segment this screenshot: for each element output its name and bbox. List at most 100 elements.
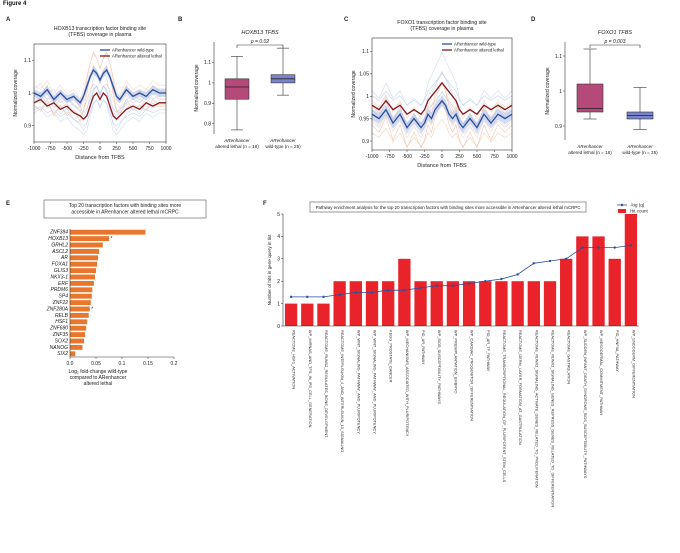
bar — [382, 281, 395, 326]
category-label: PID_AR_TF_PATHWAY — [486, 330, 491, 372]
plot-frame — [371, 37, 513, 151]
bar — [70, 236, 109, 242]
chart-title: HOXB13 transcription factor binding site — [54, 26, 146, 32]
bar — [511, 281, 524, 326]
neglogq-point — [354, 291, 358, 294]
sample-trace — [33, 71, 166, 118]
y-tick-label: 1.1 — [204, 60, 211, 66]
p-value: p = 0.02 — [250, 39, 269, 45]
y-tick-label: 5 — [277, 212, 280, 218]
neglogq-point — [403, 288, 406, 292]
x-tick-label: 0 — [99, 146, 102, 152]
category-label: AR — [60, 255, 68, 261]
bar — [624, 214, 638, 326]
bar — [527, 281, 540, 326]
chart-title: FOXO1 transcription factor binding site — [397, 20, 486, 26]
category-label: RELB — [55, 313, 69, 319]
bar — [70, 332, 86, 338]
bar — [576, 236, 589, 326]
p-value: p = 0.003 — [604, 39, 626, 45]
x-tick-label: -500 — [402, 154, 412, 160]
y-tick-label: 1.1 — [555, 54, 562, 60]
category-label: PID_HNF3A_PATHWAY — [615, 330, 620, 372]
y-axis-label: Number of hits in gene query in list — [267, 234, 272, 305]
x-tick-label: 0.05 — [91, 361, 101, 367]
sample-trace — [371, 71, 513, 116]
neglogq-point — [435, 284, 438, 287]
sample-trace — [33, 99, 166, 127]
panel-letter: C — [344, 17, 349, 23]
neglogq-point — [532, 262, 536, 265]
chart-title: Pathway enrichment analysis for the top … — [316, 205, 581, 210]
bar — [70, 261, 98, 267]
neglogq-point — [597, 246, 600, 249]
x-tick-label: -500 — [62, 146, 72, 152]
x-tick-label: 0 — [441, 154, 444, 160]
category-label: PID_AR_PATHWAY — [421, 330, 426, 365]
bar — [349, 281, 362, 326]
category-label: REACTOME_HSF1_ACTIVATION — [292, 330, 297, 389]
sample-trace — [371, 70, 513, 126]
sample-trace — [371, 119, 513, 147]
x-tick-label: 1000 — [160, 146, 171, 152]
panel-letter: F — [263, 201, 267, 207]
category-label: ZNF384 — [49, 230, 68, 236]
category-label: HOXB13 — [48, 236, 68, 242]
legend-label: ARenhancer wild-type — [112, 48, 155, 53]
sample-trace — [33, 85, 166, 122]
category-label: REACTOME_TRANSCRIPTIONAL_REGULATION_OF_P… — [502, 330, 507, 483]
series-line — [371, 99, 513, 129]
bar — [70, 338, 85, 344]
box-iqr — [576, 83, 604, 113]
category-label: GRHL2 — [51, 242, 68, 248]
bar — [70, 319, 88, 325]
category-label: REACTOME_RUNX2_REGULATES_BONE_DEVELOPMEN… — [324, 330, 329, 438]
neglogq-point — [564, 257, 568, 260]
category-label: WP_SUDDEN_INFANT_DEATH_SYNDROME_SIDS_SUS… — [583, 330, 588, 479]
sample-trace — [371, 101, 513, 149]
chart-title-box — [309, 201, 587, 213]
bar — [333, 281, 346, 326]
chart-title: HOXB13 TFBS — [241, 30, 279, 36]
bar — [479, 281, 492, 326]
x-tick-label: 0.15 — [143, 361, 153, 367]
group-label: ARenhancer — [576, 144, 603, 149]
y-tick-label: 0.9 — [555, 124, 562, 130]
y-axis-label: Normalized coverage — [545, 67, 551, 114]
x-axis-label: altered lethal — [84, 381, 113, 387]
y-axis-label: Normalized coverage — [351, 70, 357, 117]
x-tick-label: -250 — [78, 146, 88, 152]
neglogq-point — [451, 284, 455, 287]
bar — [70, 255, 99, 261]
bar — [70, 268, 96, 274]
chart-title: accessible in ARenhancer altered lethal … — [71, 210, 179, 216]
category-label: ZNF35 — [52, 332, 69, 338]
x-tick-label: -250 — [419, 154, 429, 160]
bar — [70, 280, 94, 286]
x-tick-label: 0.1 — [119, 361, 126, 367]
box-iqr — [224, 78, 250, 100]
neglogq-point — [322, 295, 325, 299]
x-axis-label: Log₂ fold-change wild-type — [69, 369, 128, 375]
y-tick-label: 0.9 — [204, 101, 211, 107]
category-label: ZNF280A — [46, 306, 69, 312]
neglogq-point — [500, 277, 503, 281]
category-label: SIX2 — [57, 351, 68, 357]
x-tick-label: -1000 — [28, 146, 41, 152]
x-tick-label: 750 — [490, 154, 499, 160]
category-label: WP_PREIMPLANTATION_EMBRYO — [453, 330, 458, 394]
x-tick-label: -750 — [384, 154, 394, 160]
category-label: REACTOME_RUNX1_SIGNALING_GENES_REPRESS_G… — [551, 330, 556, 507]
sample-trace — [33, 99, 166, 136]
category-label: WP_MIRNAS_AND_TFS_IN_IPS_CELL_GENERATION — [308, 330, 313, 428]
bar — [284, 303, 298, 326]
bar — [430, 281, 443, 326]
confidence-band — [372, 95, 512, 133]
category-label: WP_ENDODERM_DIFFERENTIATION — [631, 330, 636, 398]
category-label: REACTOME_INTERLEUKIN_4_AND_INTERLEUKIN_1… — [340, 330, 345, 452]
panel-letter: D — [531, 17, 536, 23]
neglogq-point — [581, 246, 584, 249]
legend-label: ARenhancer altered lethal — [454, 48, 504, 53]
category-label: HSF1 — [55, 319, 68, 325]
